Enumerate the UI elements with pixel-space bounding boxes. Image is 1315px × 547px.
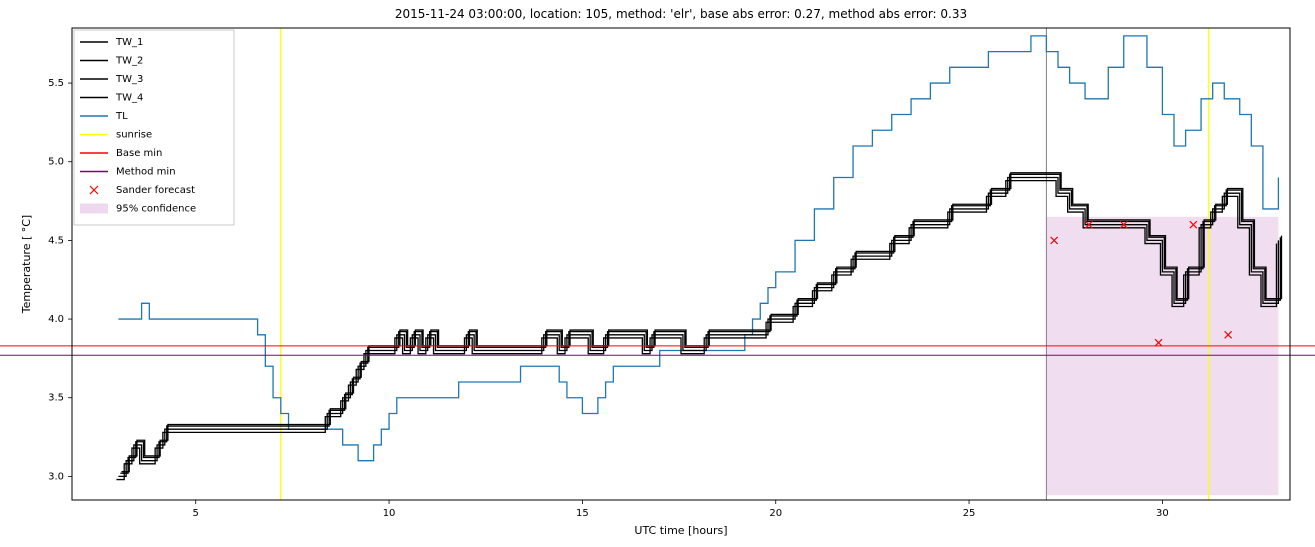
legend-label: TW_1 xyxy=(115,37,143,48)
legend-label: TW_3 xyxy=(115,74,143,85)
xtick-label: 15 xyxy=(576,508,589,519)
chart-title: 2015-11-24 03:00:00, location: 105, meth… xyxy=(395,7,967,21)
x-axis-label: UTC time [hours] xyxy=(634,524,727,537)
legend-label: sunrise xyxy=(116,130,152,141)
xtick-label: 5 xyxy=(193,508,199,519)
legend-sample-patch xyxy=(80,204,108,214)
chart-svg: 5 10 15 20 25 30 3.0 3.5 4.0 4.5 5.0 5.5 UTC time [h… xyxy=(0,0,1315,547)
xtick-label: 25 xyxy=(963,508,976,519)
legend-label: Sander forecast xyxy=(116,185,195,196)
legend: TW_1 TW_2 TW_3 TW_4 TL sunrise Base min Method … xyxy=(74,30,234,225)
ytick-label: 5.0 xyxy=(48,157,64,168)
chart-wrapper: 5 10 15 20 25 30 3.0 3.5 4.0 4.5 5.0 5.5 UTC time [h… xyxy=(0,0,1315,547)
ytick-label: 4.5 xyxy=(48,235,64,246)
xtick-label: 20 xyxy=(769,508,782,519)
legend-label: TW_2 xyxy=(115,56,143,67)
legend-label: Method min xyxy=(116,167,176,178)
ytick-label: 5.5 xyxy=(48,78,64,89)
legend-label: TL xyxy=(115,111,128,122)
legend-label: 95% confidence xyxy=(116,204,196,215)
legend-label: Base min xyxy=(116,148,162,159)
xtick-label: 10 xyxy=(383,508,396,519)
y-axis-label: Temperature [ °C] xyxy=(20,215,33,314)
ytick-label: 4.0 xyxy=(48,314,64,325)
ytick-label: 3.5 xyxy=(48,393,64,404)
ytick-label: 3.0 xyxy=(48,471,64,482)
xtick-label: 30 xyxy=(1156,508,1169,519)
legend-label: TW_4 xyxy=(115,93,143,104)
